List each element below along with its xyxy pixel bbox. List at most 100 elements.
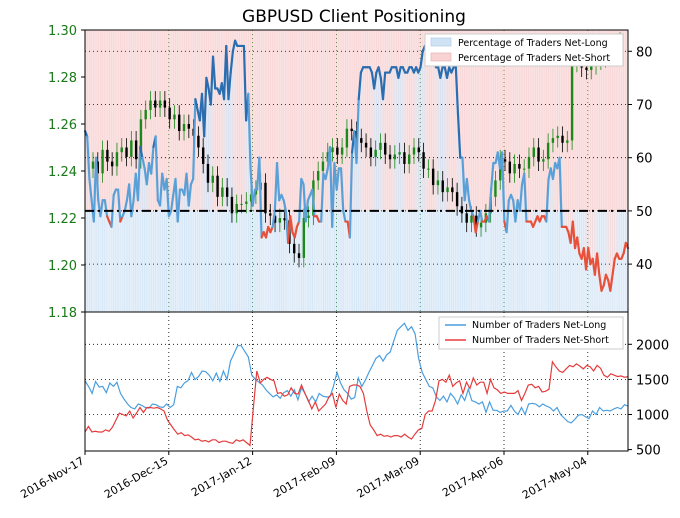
candle-body — [364, 142, 368, 148]
percentage-segment — [282, 199, 287, 213]
percentage-segment — [611, 257, 616, 276]
candle-body — [499, 159, 502, 181]
net-long-count-line — [84, 322, 629, 424]
percentage-segment — [595, 252, 601, 276]
percentage-segment — [454, 66, 460, 117]
candle-body — [254, 189, 258, 195]
candle-body — [273, 215, 277, 223]
candle-body — [566, 140, 569, 143]
date-tick-label: 2016-Nov-17 — [18, 454, 86, 501]
candle-body — [585, 67, 588, 70]
percentage-tick-label: 50 — [636, 205, 653, 220]
percentage-segment — [456, 114, 462, 159]
percentage-segment — [194, 98, 199, 111]
percentage-tick-label: 40 — [636, 258, 653, 273]
percentage-segment — [94, 156, 100, 202]
percentage-segment — [203, 76, 208, 138]
percentage-segment — [271, 209, 276, 228]
percentage-segment — [293, 225, 299, 239]
percentage-segment — [479, 209, 484, 223]
percentage-segment — [339, 167, 345, 213]
percentage-segment — [169, 193, 175, 213]
candle-body — [91, 161, 95, 169]
candle-body — [293, 243, 296, 254]
trader-count-lines — [84, 322, 629, 447]
count-tick-label: 2000 — [636, 338, 669, 353]
percentage-segment — [123, 199, 129, 213]
candle-body — [197, 135, 200, 148]
percentage-segment — [587, 247, 592, 266]
percentage-tick-label: 80 — [636, 45, 653, 60]
percentage-segment — [298, 177, 303, 223]
candle-body — [149, 100, 152, 110]
percentage-segment — [419, 50, 424, 69]
percentage-segment — [505, 199, 510, 234]
percentage-segment — [99, 199, 104, 218]
candle-body — [278, 218, 282, 223]
candle-body — [446, 187, 449, 193]
candle-body — [369, 147, 373, 157]
percentage-segment — [130, 199, 135, 218]
candle-body — [249, 194, 253, 202]
candle-body — [139, 119, 143, 160]
percentage-segment — [474, 220, 480, 234]
candle-body — [101, 149, 104, 174]
candle-body — [350, 128, 353, 132]
candle-body — [379, 142, 382, 150]
percentage-segment — [487, 188, 493, 223]
percentage-segment — [335, 167, 340, 191]
date-tick-label: 2017-Mar-09 — [355, 454, 422, 500]
candle-body — [336, 147, 339, 155]
percentage-segment — [357, 71, 363, 101]
candle-body — [269, 213, 272, 216]
candle-body — [345, 128, 349, 148]
percentage-segment — [355, 98, 360, 165]
candle-body — [460, 206, 464, 214]
candle-body — [187, 124, 191, 129]
percentage-segment — [545, 177, 550, 223]
candle-body — [388, 154, 392, 160]
percentage-segment — [150, 145, 155, 175]
percentage-segment — [289, 215, 294, 234]
trader-count-panel: 500 1000 1500 2000 Number of Traders Net-Lo… — [84, 311, 669, 459]
percentage-axis-ticks: 40 50 60 70 80 — [628, 45, 653, 273]
count-tick-label: 1500 — [636, 373, 669, 388]
price-and-percentage-panel: 1.181.201.221.241.261.281.30 4050607080 … — [48, 24, 653, 321]
candle-body — [475, 215, 478, 228]
candle-body — [182, 124, 186, 132]
percentage-segment — [229, 50, 234, 74]
candle-body — [206, 163, 210, 183]
candle-body — [561, 135, 564, 143]
candle-body — [173, 114, 176, 120]
candle-body — [436, 180, 440, 186]
price-tick-label: 1.24 — [48, 165, 77, 180]
candle-body — [431, 168, 435, 186]
candle-body — [130, 140, 133, 157]
percentage-segment — [467, 199, 473, 213]
date-tick-label: 2016-Dec-15 — [102, 454, 170, 501]
candle-body — [158, 100, 162, 108]
percentage-segment — [103, 199, 109, 218]
candle-body — [546, 142, 550, 160]
candle-body — [455, 192, 459, 207]
count-tick-label: 1000 — [636, 408, 669, 423]
candle-body — [110, 161, 114, 167]
net-short-count-line — [84, 360, 629, 447]
candle-body — [245, 201, 248, 204]
candle-body — [154, 100, 157, 108]
date-tick-label: 2017-Apr-06 — [440, 454, 505, 499]
percentage-tick-label: 70 — [636, 98, 653, 113]
price-tick-label: 1.20 — [48, 259, 77, 274]
candle-body — [508, 161, 512, 174]
top-legend: Percentage of Traders Net-Long Percentag… — [424, 33, 624, 67]
percentage-line — [83, 39, 630, 292]
candle-body — [201, 147, 205, 164]
candle-body — [321, 161, 325, 171]
candle-body — [120, 147, 123, 153]
candle-body — [427, 168, 430, 170]
percentage-segment — [205, 76, 210, 90]
percentage-segment — [242, 44, 248, 122]
price-tick-label: 1.28 — [48, 71, 77, 86]
count-tick-label: 500 — [636, 444, 661, 459]
